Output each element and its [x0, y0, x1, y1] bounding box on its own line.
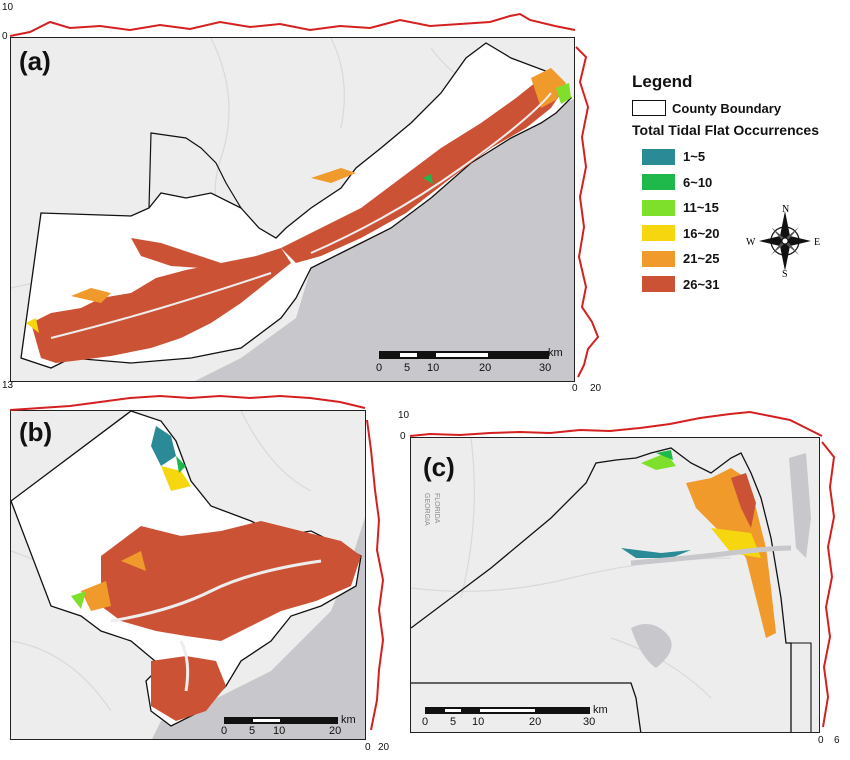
profile-side-a: [575, 46, 600, 378]
scale-unit-c: km: [593, 704, 608, 716]
map-panel-b: (b) km 0 5 10 20: [10, 410, 366, 740]
legend-item: 1~5: [642, 144, 847, 170]
legend: Legend County Boundary Total Tidal Flat …: [632, 72, 847, 297]
panel-label-a: (a): [19, 46, 51, 76]
scale-tick-c-3: 20: [529, 716, 542, 728]
scale-tick-c-2: 10: [472, 716, 485, 728]
scale-tick-a-3: 20: [479, 362, 492, 374]
scale-unit-b: km: [341, 714, 356, 726]
map-panel-c: GEORGIA FLORIDA (c) km 0 5 10 20 30: [410, 437, 820, 733]
scale-unit-a: km: [548, 347, 563, 359]
scale-tick-a-2: 10: [427, 362, 440, 374]
legend-item: 26~31: [642, 272, 847, 298]
profile-side-c-tick-0: 0: [818, 735, 824, 746]
profile-top-b: [10, 394, 366, 411]
scale-tick-b-0: 0: [221, 725, 228, 737]
profile-top-a-tick-min: 0: [2, 31, 8, 42]
legend-swatch: [642, 148, 675, 165]
legend-swatch: [642, 225, 675, 242]
scale-tick-a-1: 5: [404, 362, 411, 374]
scale-tick-c-4: 30: [583, 716, 596, 728]
scale-tick-b-1: 5: [249, 725, 256, 737]
tidal-flat-area: [621, 450, 776, 638]
scale-bar-a: [379, 351, 549, 359]
legend-label: 16~20: [683, 225, 720, 241]
profile-side-c-tick-max: 6: [834, 735, 840, 746]
scale-tick-b-3: 20: [329, 725, 342, 737]
water-area: [152, 517, 365, 739]
profile-side-a-tick-max: 20: [590, 383, 602, 394]
legend-item: 16~20: [642, 221, 847, 247]
profile-top-c-tick-max: 10: [398, 410, 410, 421]
profile-top-a-tick-max: 10: [2, 2, 14, 13]
legend-item: 21~25: [642, 246, 847, 272]
legend-label: 1~5: [683, 149, 706, 165]
scale-bar-c: [425, 707, 590, 714]
scale-tick-a-0: 0: [376, 362, 383, 374]
compass-s: S: [782, 269, 788, 278]
compass-e: E: [814, 237, 820, 248]
county-boundary-label: County Boundary: [672, 100, 782, 116]
legend-label: 6~10: [683, 174, 713, 190]
scale-tick-a-4: 30: [539, 362, 552, 374]
legend-label: 26~31: [683, 276, 720, 292]
scale-bar-b: [224, 717, 338, 724]
county-boundary: [411, 447, 792, 732]
profile-side-b-tick-0: 0: [365, 742, 371, 753]
panel-label-c: (c): [423, 452, 455, 482]
scale-tick-c-0: 0: [422, 716, 429, 728]
map-a-canvas: [11, 38, 574, 381]
profile-side-c: [821, 441, 836, 728]
profile-top-c-tick-min: 0: [400, 431, 406, 442]
compass-w: W: [746, 237, 756, 248]
compass-n: N: [782, 204, 789, 215]
legend-label: 11~15: [683, 200, 719, 216]
legend-classes: 1~5 6~10 11~15 16~20 21~25 26~31: [632, 144, 847, 297]
legend-swatch: [642, 174, 675, 191]
profile-top-c: [410, 410, 823, 437]
legend-title: Legend: [632, 72, 693, 91]
legend-label: 21~25: [683, 251, 720, 267]
panel-label-b: (b): [19, 417, 53, 447]
profile-top-a: [10, 12, 576, 37]
legend-swatch: [642, 250, 675, 267]
corner-tick-a: 13: [2, 380, 14, 391]
profile-side-b: [366, 419, 385, 731]
map-b-canvas: [11, 411, 365, 739]
legend-county-boundary: County Boundary: [632, 100, 847, 116]
water-area: [195, 99, 574, 381]
legend-swatch: [642, 276, 675, 293]
scale-tick-c-1: 5: [450, 716, 457, 728]
map-panel-a: (a) km 0 5 10 20 30: [10, 37, 575, 382]
county-boundary-swatch: [632, 100, 666, 116]
tidal-flat-area: [26, 68, 571, 363]
state-label-georgia: GEORGIA: [423, 493, 430, 526]
legend-item: 6~10: [642, 170, 847, 196]
profile-side-b-tick-max: 20: [378, 742, 390, 753]
legend-swatch: [642, 199, 675, 216]
north-arrow-icon: N S E W: [746, 204, 820, 278]
legend-item: 11~15: [642, 195, 847, 221]
scale-tick-b-2: 10: [273, 725, 286, 737]
map-c-canvas: GEORGIA FLORIDA: [411, 438, 812, 732]
legend-subtitle: Total Tidal Flat Occurrences: [632, 122, 819, 138]
state-label-florida: FLORIDA: [433, 493, 440, 524]
profile-side-a-tick-0: 0: [572, 383, 578, 394]
